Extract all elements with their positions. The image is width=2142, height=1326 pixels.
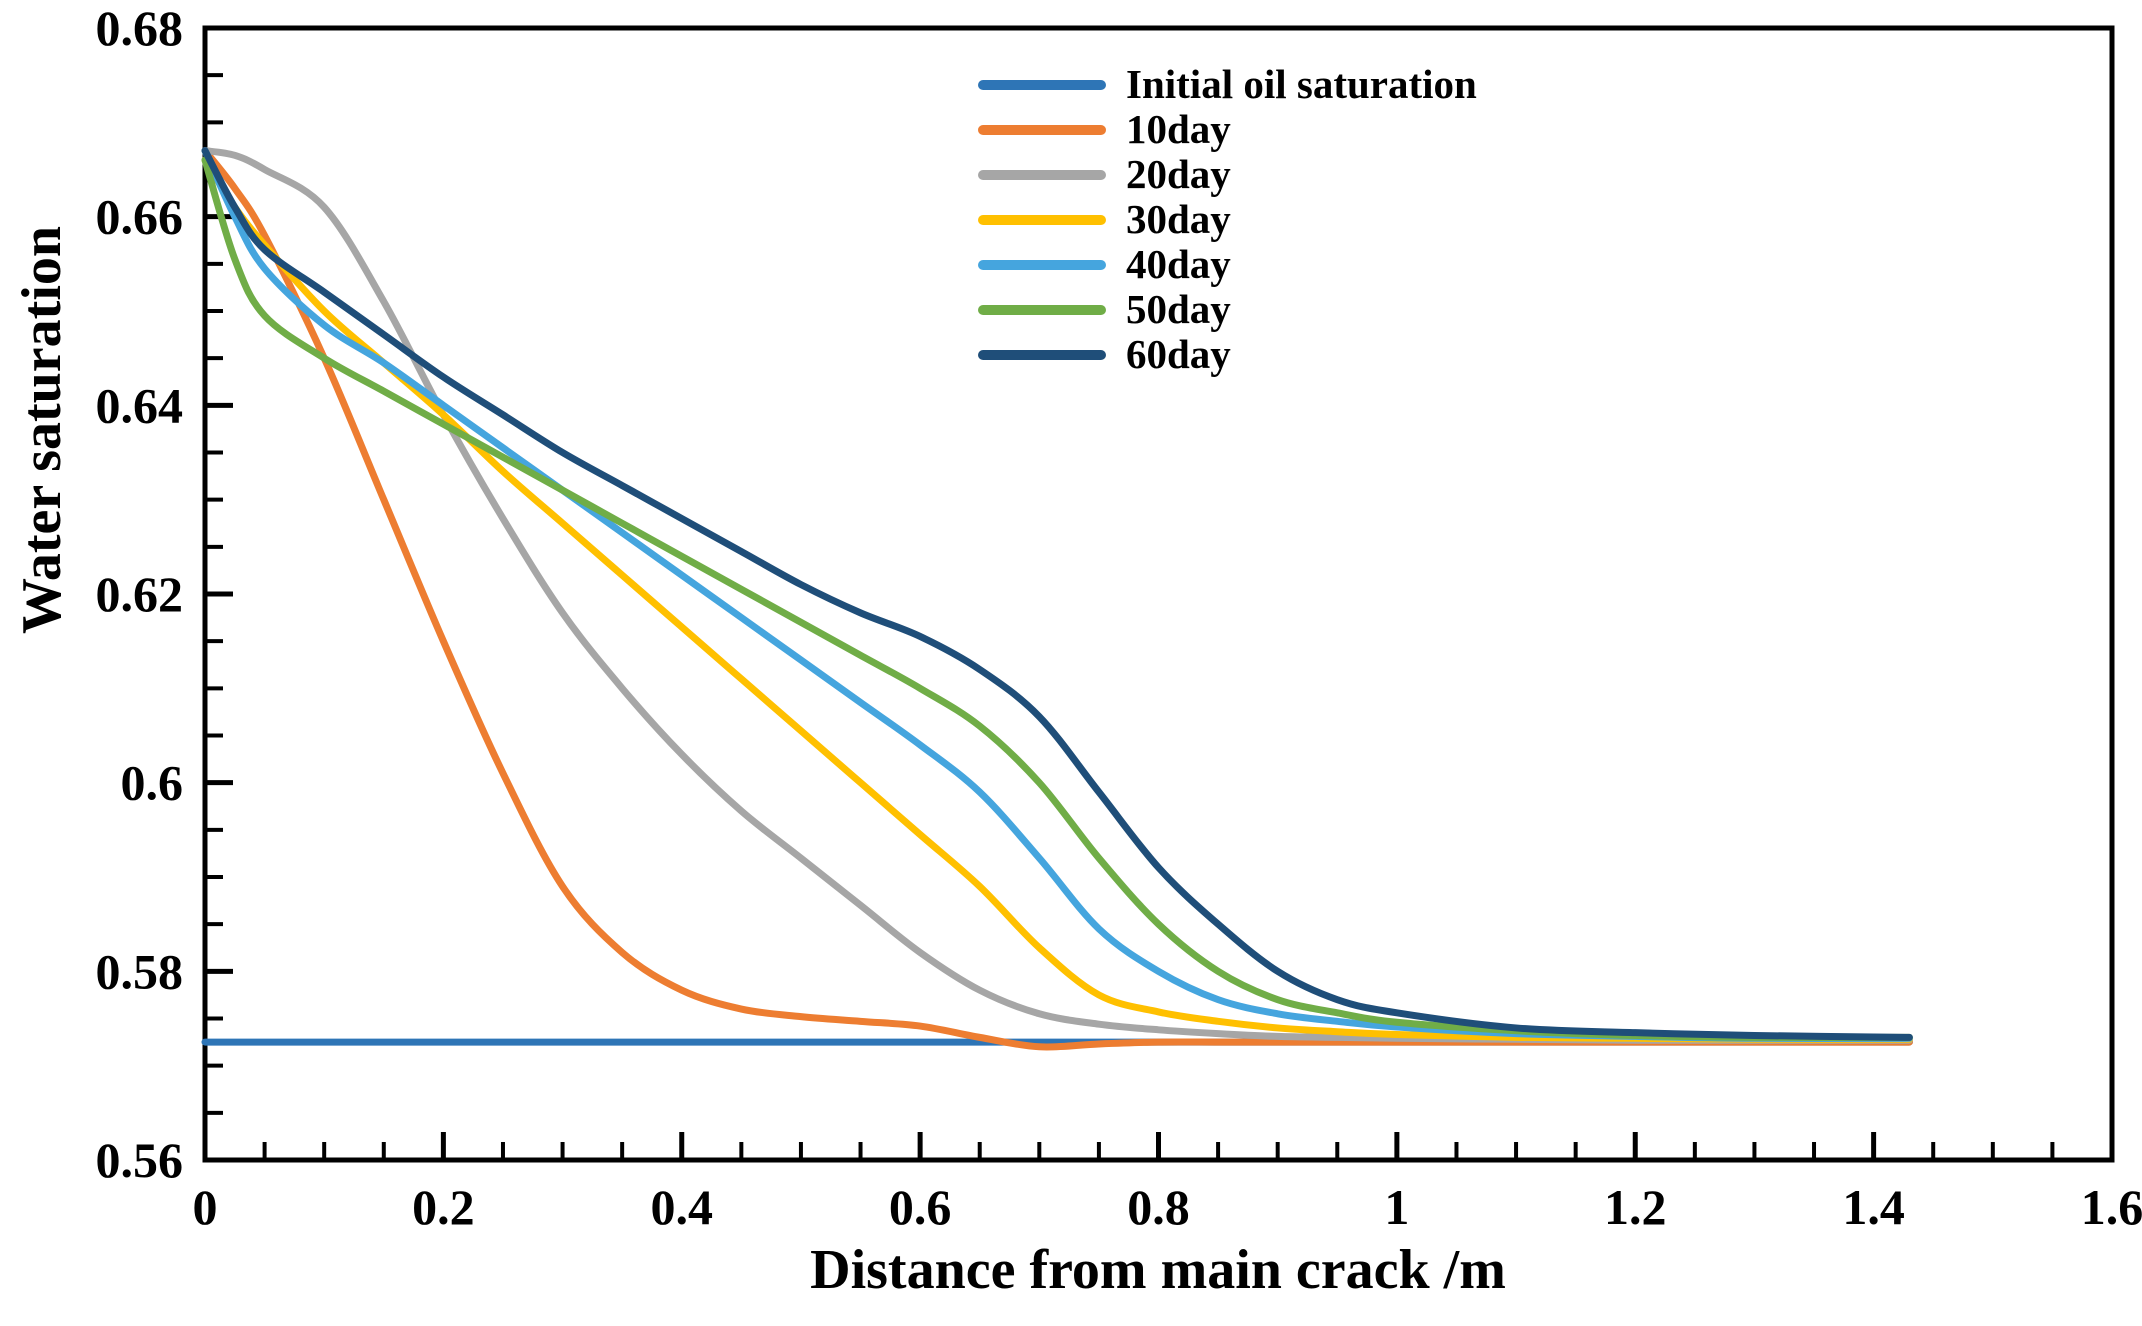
series-line-60day	[201, 147, 1913, 1041]
x-tick-label: 0.4	[651, 1179, 714, 1235]
x-tick-label: 0	[193, 1179, 218, 1235]
legend-label: 20day	[1126, 151, 1231, 197]
plot-border	[202, 25, 2115, 1163]
legend: Initial oil saturation 10day 20day 30day 40d…	[978, 62, 1477, 377]
legend-item: 50day	[978, 287, 1477, 332]
legend-label: 30day	[1126, 196, 1231, 242]
y-tick-label: 0.66	[96, 189, 184, 245]
legend-item: 30day	[978, 197, 1477, 242]
legend-label: Initial oil saturation	[1126, 61, 1477, 107]
legend-line-swatch	[978, 259, 1106, 270]
legend-item: 60day	[978, 332, 1477, 377]
legend-line-swatch	[978, 349, 1106, 360]
x-axis-title: Distance from main crack /m	[810, 1239, 1506, 1301]
series-line-50day	[201, 156, 1913, 1042]
legend-item: Initial oil saturation	[978, 62, 1477, 107]
x-tick-label: 0.6	[889, 1179, 952, 1235]
y-tick-label: 0.56	[96, 1132, 184, 1188]
y-tick-label: 0.64	[96, 377, 184, 433]
x-tick-label: 1.6	[2081, 1179, 2142, 1235]
legend-line-swatch	[978, 214, 1106, 225]
y-tick-label: 0.6	[121, 755, 184, 811]
x-tick-label: 1.4	[1842, 1179, 1905, 1235]
x-tick-label: 1	[1384, 1179, 1409, 1235]
y-axis-title: Water saturation	[11, 225, 73, 635]
legend-line-swatch	[978, 79, 1106, 90]
legend-item: 20day	[978, 152, 1477, 197]
legend-item: 10day	[978, 107, 1477, 152]
legend-line-swatch	[978, 304, 1106, 315]
y-tick-label: 0.58	[96, 943, 184, 999]
legend-item: 40day	[978, 242, 1477, 287]
legend-label: 60day	[1126, 331, 1231, 377]
y-tick-label: 0.68	[96, 0, 184, 56]
x-tick-label: 1.2	[1604, 1179, 1667, 1235]
y-tick-label: 0.62	[96, 566, 184, 622]
legend-label: 10day	[1126, 106, 1231, 152]
x-tick-label: 0.2	[412, 1179, 475, 1235]
legend-line-swatch	[978, 169, 1106, 180]
legend-label: 40day	[1126, 241, 1231, 287]
legend-line-swatch	[978, 124, 1106, 135]
series-line-40day	[201, 147, 1913, 1042]
legend-label: 50day	[1126, 286, 1231, 332]
x-tick-label: 0.8	[1127, 1179, 1190, 1235]
